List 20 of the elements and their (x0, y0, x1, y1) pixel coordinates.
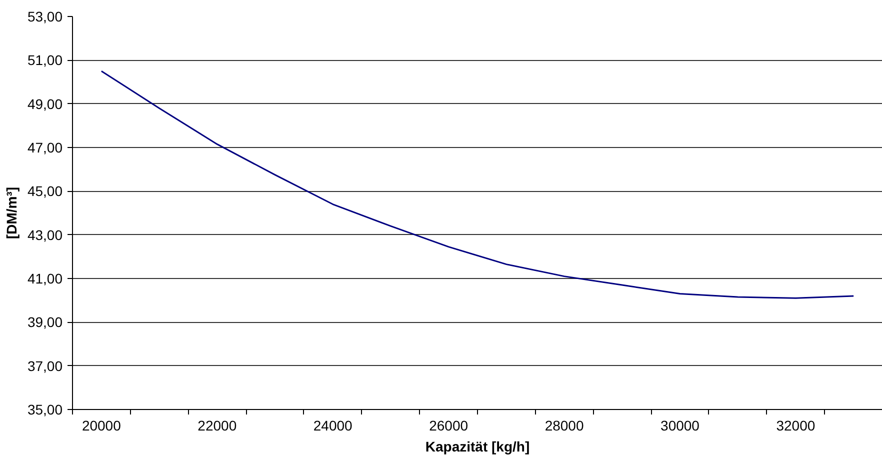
line-series (100, 70, 854, 299)
y-tick-label: 35,00 (27, 402, 63, 418)
x-tick-label: 26000 (429, 418, 468, 434)
y-tick-label: 47,00 (27, 140, 63, 156)
y-tick-label: 37,00 (27, 358, 63, 374)
y-tick-label: 43,00 (27, 226, 63, 243)
y-tick-label: 45,00 (27, 183, 63, 200)
y-tick-label: 39,00 (27, 314, 63, 330)
y-axis-title: [DM/m³] (3, 186, 20, 240)
x-tick-label: 20000 (82, 418, 122, 434)
x-tick-label: 30000 (660, 418, 700, 434)
x-axis-title: Kapazität [kg/h] (425, 438, 530, 454)
x-tick-label: 24000 (313, 418, 353, 434)
x-tick-label: 28000 (544, 418, 584, 434)
y-tick-label: 41,00 (27, 270, 63, 286)
y-tick-label: 53,00 (27, 8, 63, 24)
x-tick-label: 32000 (776, 418, 816, 434)
y-tick-label: 51,00 (27, 52, 63, 68)
x-tick-label: 22000 (198, 418, 237, 434)
y-tick-label: 49,00 (27, 96, 63, 112)
